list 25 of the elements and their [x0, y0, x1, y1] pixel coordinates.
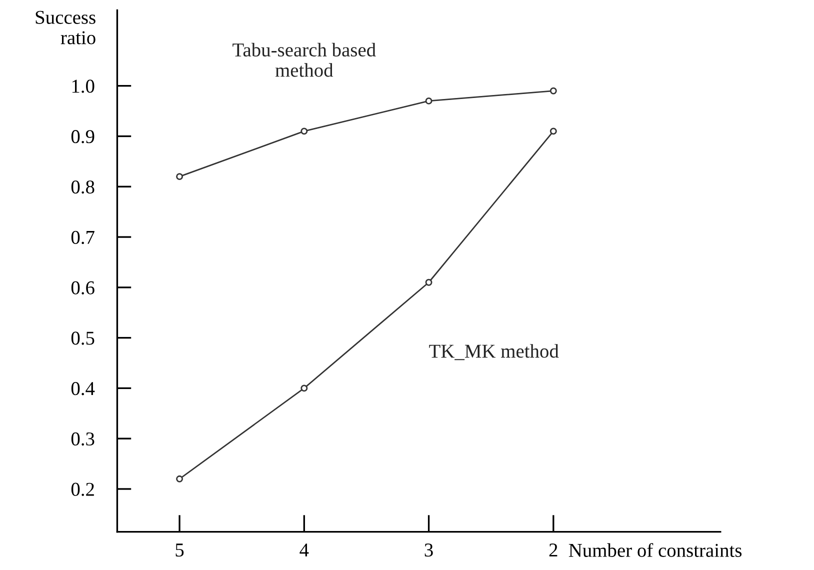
y-tick-label: 0.3 — [71, 432, 94, 446]
y-tick-label: 0.7 — [71, 230, 94, 244]
y-axis-title: Success ratio — [36, 10, 96, 44]
point — [300, 128, 308, 135]
y-tick-label: 1.0 — [72, 80, 94, 93]
x-axis-title: Number of constraints — [568, 543, 742, 557]
x-tick-label: 5 — [176, 544, 184, 557]
text: TK_MK method — [429, 344, 559, 360]
y-tick-label: 0.4 — [71, 382, 95, 396]
x-tick-label: 3 — [424, 544, 433, 557]
point — [550, 128, 557, 135]
y-tick-label: 0.9 — [71, 130, 94, 144]
series-label: Tabu-search based method — [232, 42, 376, 77]
x-tick-label: 2 — [549, 544, 558, 556]
y-tick-label: 0.8 — [71, 180, 94, 194]
y-tick-label: 0.6 — [71, 281, 94, 294]
y-tick-label: 0.5 — [71, 332, 94, 345]
point — [176, 475, 183, 482]
point — [425, 278, 432, 286]
point — [300, 384, 308, 392]
point — [176, 173, 183, 180]
y-tick-label: 0.2 — [71, 482, 94, 496]
point — [425, 97, 432, 104]
point — [550, 87, 557, 94]
x-tick-label: 4 — [300, 544, 309, 556]
